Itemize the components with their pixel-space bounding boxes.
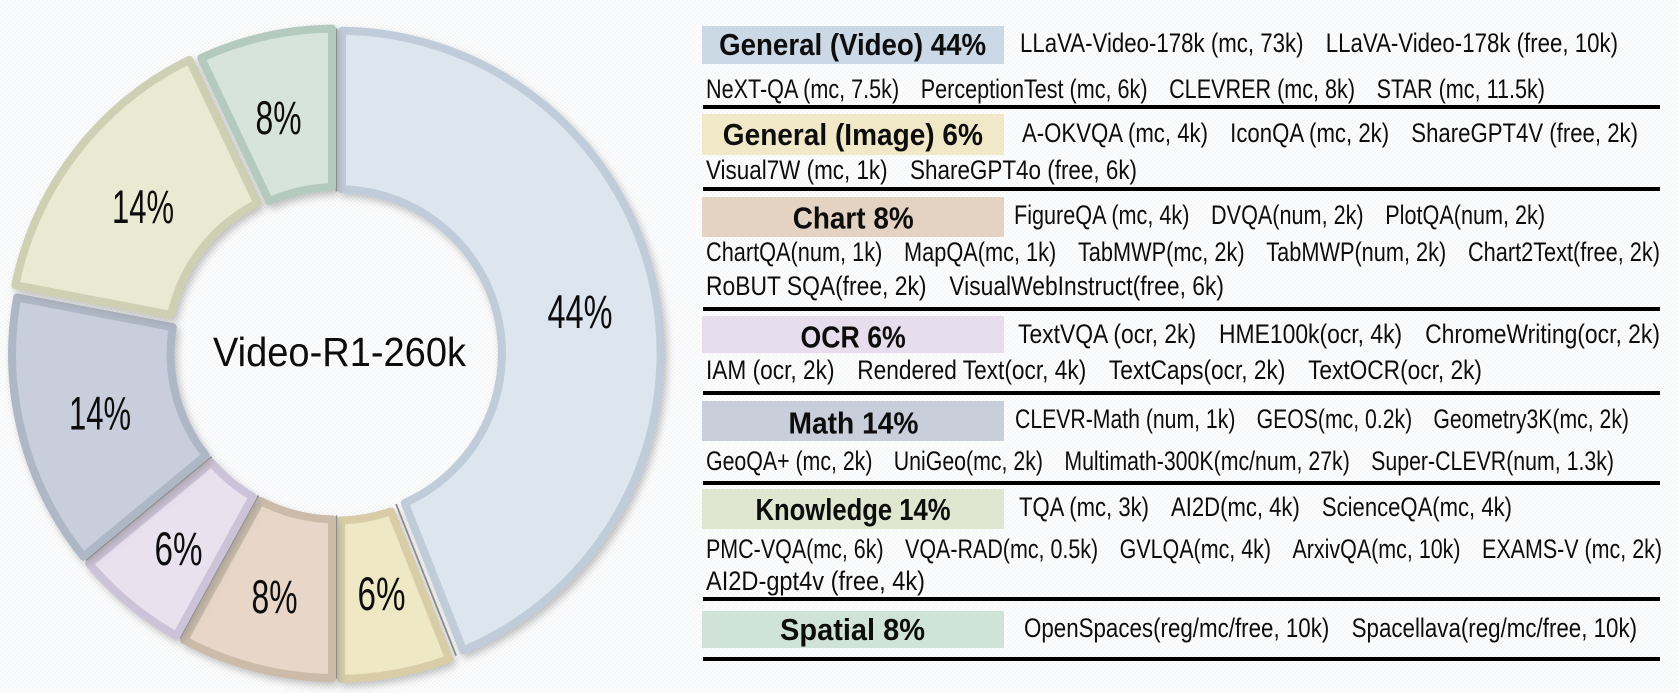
svg-text:44%: 44% bbox=[548, 285, 613, 338]
svg-text:14%: 14% bbox=[112, 180, 174, 233]
svg-text:6%: 6% bbox=[155, 522, 203, 575]
svg-text:Video-R1-260k: Video-R1-260k bbox=[213, 329, 466, 375]
svg-text:8%: 8% bbox=[252, 570, 298, 623]
svg-text:6%: 6% bbox=[358, 567, 406, 620]
svg-text:14%: 14% bbox=[69, 387, 131, 440]
svg-text:8%: 8% bbox=[256, 91, 302, 144]
